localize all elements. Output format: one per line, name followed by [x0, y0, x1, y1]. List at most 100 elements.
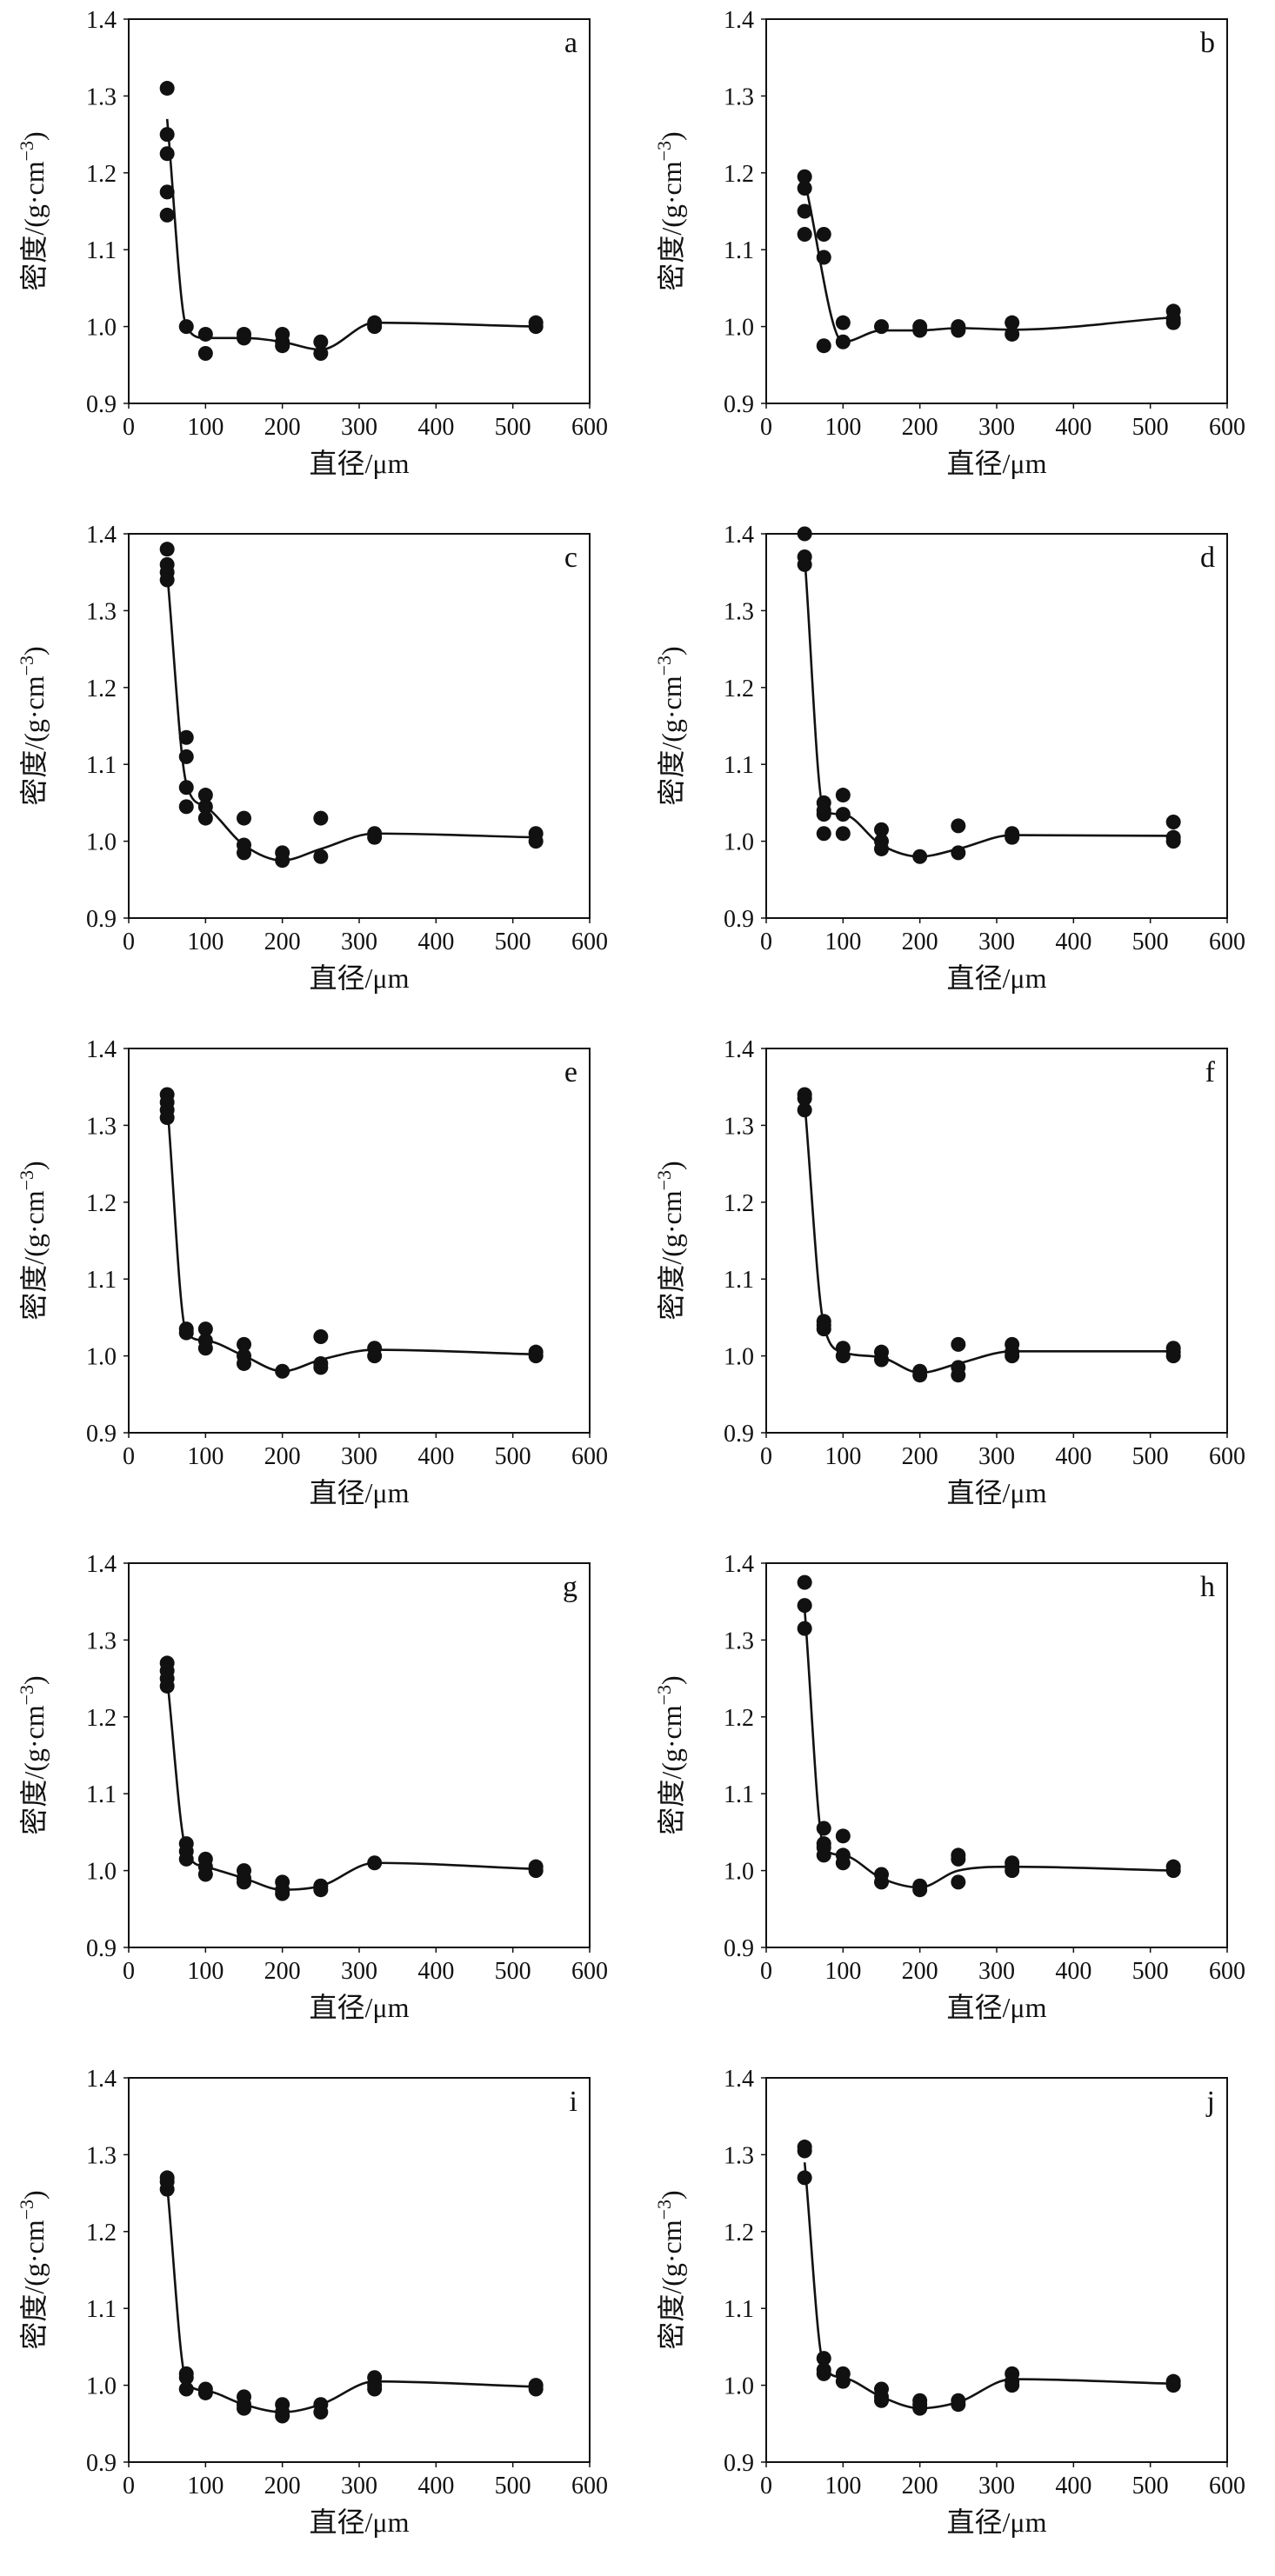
- chart-panel-d: 0 100 200 300 400 500 600 0.9 1.0 1.1 1.2 1.3 1.4 直径/…: [653, 522, 1245, 994]
- fit-curve: [803, 180, 1174, 343]
- data-point: [197, 1341, 213, 1356]
- data-point: [197, 326, 213, 342]
- data-point: [313, 1360, 329, 1375]
- data-point: [159, 542, 175, 557]
- data-point: [797, 1598, 812, 1614]
- data-point: [835, 788, 851, 803]
- data-point: [528, 834, 544, 849]
- x-tick-label: 0: [760, 929, 772, 955]
- data-point: [275, 2408, 290, 2424]
- y-tick-label: 1.3: [724, 2142, 754, 2169]
- data-point: [1005, 829, 1020, 845]
- y-tick-label: 1.0: [86, 1344, 117, 1371]
- y-tick-label: 1.1: [86, 1267, 117, 1294]
- data-point: [178, 1325, 194, 1341]
- x-tick-label: 500: [495, 929, 531, 955]
- data-point: [313, 346, 329, 362]
- data-point: [197, 2385, 213, 2400]
- data-point: [178, 780, 194, 795]
- x-tick-label: 0: [760, 1958, 772, 1985]
- plot-area-frame: [765, 533, 1228, 919]
- data-point: [816, 2366, 831, 2381]
- x-tick-label: 200: [264, 414, 301, 441]
- data-point: [951, 1368, 966, 1383]
- data-point: [912, 323, 928, 338]
- data-point: [951, 1874, 966, 1890]
- x-tick-label: 300: [341, 1958, 377, 1985]
- x-tick-label: 200: [902, 929, 938, 955]
- data-point: [178, 729, 194, 745]
- fit-curve: [165, 572, 537, 862]
- data-point: [912, 1368, 928, 1383]
- y-tick-label: 1.0: [724, 2373, 754, 2400]
- data-point: [275, 853, 290, 869]
- data-point: [197, 346, 213, 362]
- y-tick-label: 0.9: [724, 906, 754, 933]
- data-point: [797, 1090, 812, 1106]
- data-point: [178, 2370, 194, 2386]
- data-point: [816, 807, 831, 822]
- x-axis-label: 直径/μm: [310, 962, 410, 994]
- panel-letter: i: [570, 2086, 577, 2118]
- data-point: [159, 572, 175, 588]
- x-tick-label: 400: [1055, 1958, 1091, 1985]
- data-point: [1005, 2378, 1020, 2393]
- y-tick-label: 1.0: [724, 829, 754, 856]
- data-point: [367, 1348, 383, 1364]
- data-point: [951, 323, 966, 338]
- fit-curve: [803, 1608, 1174, 1889]
- panel-letter: b: [1200, 27, 1215, 59]
- y-tick-label: 1.4: [724, 1036, 754, 1063]
- y-tick-label: 1.4: [86, 1551, 117, 1578]
- y-tick-label: 1.4: [86, 1036, 117, 1063]
- data-point: [367, 319, 383, 335]
- data-point: [835, 2373, 851, 2389]
- chart-panel-j: 0 100 200 300 400 500 600 0.9 1.0 1.1 1.2 1.3 1.4 直径/…: [653, 2066, 1245, 2538]
- data-point: [367, 829, 383, 845]
- x-tick-label: 600: [1209, 2473, 1245, 2499]
- plot-area-frame: [765, 1562, 1228, 1948]
- x-tick-label: 200: [902, 1958, 938, 1985]
- data-point: [951, 845, 966, 861]
- x-tick-label: 400: [1055, 929, 1091, 955]
- data-point: [178, 799, 194, 815]
- data-point: [835, 807, 851, 822]
- data-point: [178, 319, 194, 335]
- data-point: [237, 1336, 251, 1352]
- x-tick-label: 0: [123, 1443, 135, 1470]
- x-tick-label: 300: [978, 929, 1015, 955]
- data-point: [313, 1882, 329, 1898]
- data-point: [528, 2381, 544, 2397]
- data-point: [237, 845, 251, 861]
- data-point: [178, 1851, 194, 1867]
- x-tick-label: 400: [417, 1443, 454, 1470]
- data-point: [197, 1321, 213, 1337]
- data-point: [159, 2181, 175, 2197]
- x-tick-label: 500: [1132, 1443, 1169, 1470]
- x-tick-label: 400: [1055, 414, 1091, 441]
- x-tick-label: 400: [1055, 1443, 1091, 1470]
- data-point: [178, 2381, 194, 2397]
- x-tick-label: 500: [495, 1443, 531, 1470]
- x-tick-label: 300: [978, 1443, 1015, 1470]
- data-point: [237, 1874, 251, 1890]
- x-tick-label: 600: [571, 414, 608, 441]
- x-tick-label: 300: [978, 1958, 1015, 1985]
- y-tick-label: 1.4: [724, 7, 754, 34]
- x-tick-label: 500: [495, 1958, 531, 1985]
- y-tick-label: 1.3: [86, 1627, 117, 1654]
- x-axis-label: 直径/μm: [947, 1992, 1047, 2023]
- x-tick-label: 600: [571, 929, 608, 955]
- chart-panel-c: 0 100 200 300 400 500 600 0.9 1.0 1.1 1.2 1.3 1.4 直径/…: [16, 522, 608, 994]
- chart-panel-f: 0 100 200 300 400 500 600 0.9 1.0 1.1 1.2 1.3 1.4 直径/…: [653, 1036, 1245, 1508]
- fit-curve: [165, 1678, 537, 1892]
- y-tick-label: 1.2: [724, 2220, 754, 2247]
- y-tick-label: 1.4: [724, 1551, 754, 1578]
- x-tick-label: 0: [760, 1443, 772, 1470]
- chart-panel-i: 0 100 200 300 400 500 600 0.9 1.0 1.1 1.2 1.3 1.4 直径/…: [16, 2066, 608, 2538]
- plot-area-frame: [128, 18, 591, 404]
- y-tick-label: 1.0: [86, 2373, 117, 2400]
- y-axis-label: 密度/(g·cm−3): [16, 131, 50, 290]
- x-tick-label: 0: [123, 2473, 135, 2499]
- data-point: [835, 1348, 851, 1364]
